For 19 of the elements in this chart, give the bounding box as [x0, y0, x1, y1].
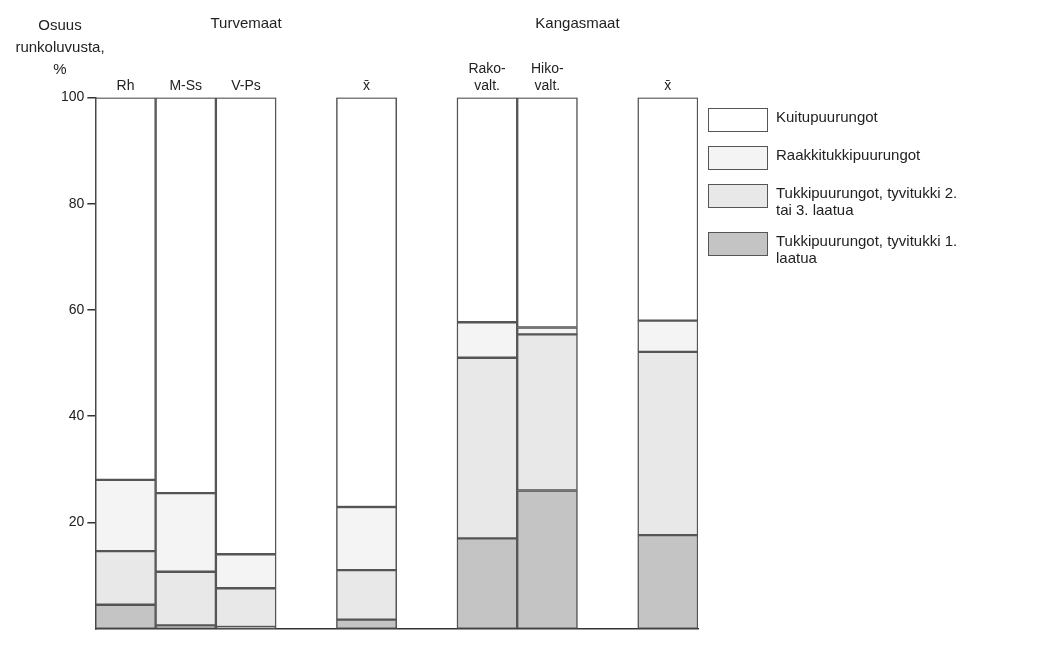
x-tick-label: x̄	[664, 77, 672, 94]
y-tick-label: 100	[61, 88, 85, 105]
x-tick-label: x̄	[363, 77, 371, 94]
text: Raakkitukkipuurungot	[776, 146, 922, 163]
y-tick-label: 40	[68, 407, 85, 424]
x-tick-label: Rako- valt.	[468, 60, 507, 94]
legend-label: Tukkipuurungot, tyvitukki 1. laatua	[776, 232, 959, 266]
text: Kangasmaat	[535, 14, 621, 31]
x-tick-label: Rh	[116, 77, 135, 94]
text: Kuitupuurungot	[776, 108, 879, 125]
legend-label: Tukkipuurungot, tyvitukki 2. tai 3. laatua	[776, 184, 959, 218]
y-tick-label: 80	[68, 194, 85, 211]
y-tick-label: 20	[68, 513, 85, 530]
x-tick-label: Hiko- valt.	[531, 60, 565, 94]
x-tick-label: V-Ps	[231, 77, 261, 94]
y-axis-title: Osuus runkoluvusta, %	[15, 16, 105, 77]
text: Turvemaat	[210, 14, 283, 31]
y-tick-label: 60	[68, 300, 85, 317]
x-tick-label: M-Ss	[169, 77, 203, 94]
